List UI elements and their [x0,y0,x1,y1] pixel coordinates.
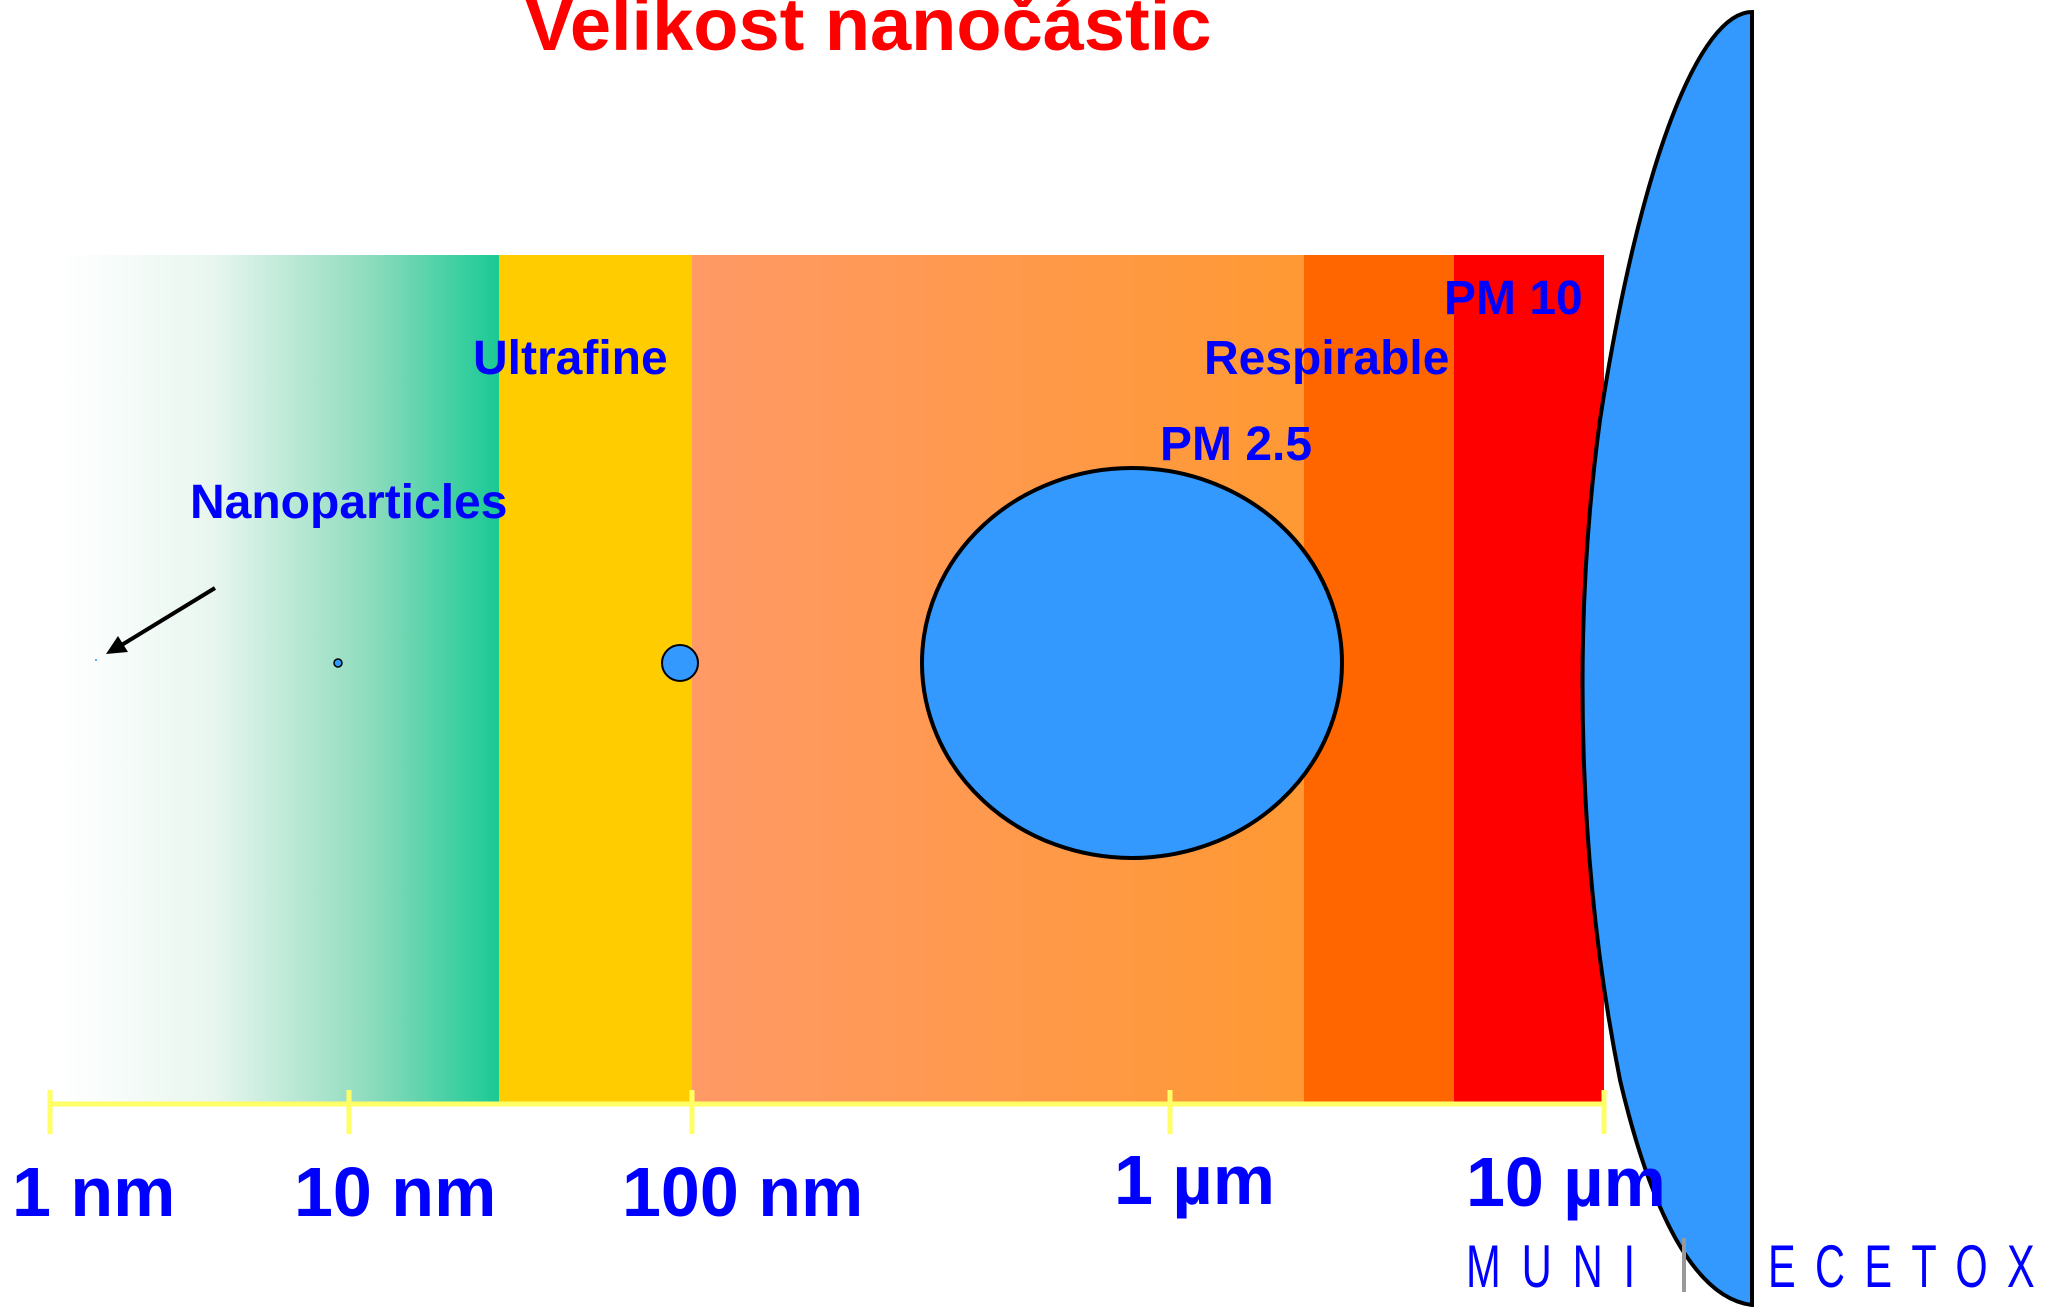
arrow-pointer [106,586,217,654]
particle-ultrafine [661,644,699,682]
band-ultrafine [499,255,693,1103]
label-ultrafine: Ultrafine [473,332,668,385]
label-pm25: PM 2.5 [1160,418,1312,471]
scale-label-10nm: 10 nm [294,1153,496,1231]
label-nanoparticles: Nanoparticles [190,476,507,529]
particle-large [1580,9,1754,1307]
page-title: Velikost nanočástic [525,0,1212,66]
scale-label-1um: 1 µm [1114,1141,1275,1219]
scale-label-1nm: 1 nm [12,1153,175,1231]
logo-left-text: MUNI [1466,1233,1656,1300]
particle-pm25 [920,466,1344,860]
logo-muni-recetox: MUNI ECETOX [1466,1233,2054,1300]
band-pm10 [1454,255,1604,1103]
scale-axis [47,1090,1607,1134]
particle-10nm [333,658,343,668]
logo-right-text: ECETOX [1768,1233,2054,1300]
band-nanoparticles [60,255,500,1103]
scale-label-100nm: 100 nm [622,1153,863,1231]
label-pm10: PM 10 [1444,272,1583,325]
scale-label-10um: 10 µm [1466,1143,1666,1221]
particle-1nm [95,659,97,661]
label-respirable: Respirable [1204,332,1449,385]
